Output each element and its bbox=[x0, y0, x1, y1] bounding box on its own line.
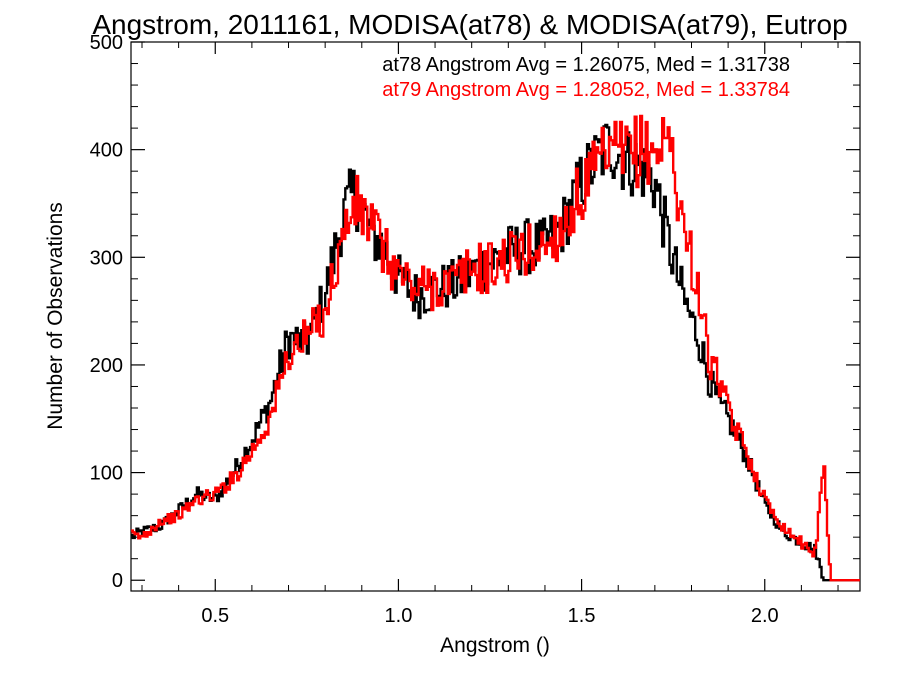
y-axis-label: Number of Observations bbox=[44, 202, 67, 430]
x-tick-label: 1.0 bbox=[385, 605, 413, 627]
legend-at79-stats: at79 Angstrom Avg = 1.28052, Med = 1.337… bbox=[382, 79, 790, 101]
y-tick-label: 100 bbox=[90, 463, 123, 485]
series-layer bbox=[131, 114, 860, 582]
y-axis: 0 100 200 300 400 500 bbox=[90, 32, 860, 592]
y-tick-label: 500 bbox=[90, 32, 123, 54]
legend-at78-stats: at78 Angstrom Avg = 1.26075, Med = 1.317… bbox=[382, 54, 790, 76]
x-tick-label: 2.0 bbox=[751, 605, 779, 627]
x-axis: 0.5 1.0 1.5 2.0 bbox=[141, 42, 839, 627]
plot-frame bbox=[130, 41, 861, 592]
y-tick-label: 0 bbox=[112, 570, 123, 592]
x-tick-label: 1.5 bbox=[568, 605, 596, 627]
y-tick-label: 400 bbox=[90, 140, 123, 162]
y-tick-label: 200 bbox=[90, 355, 123, 377]
series-line-at79 bbox=[131, 114, 860, 582]
chart-title: Angstrom, 2011161, MODISA(at78) & MODISA… bbox=[92, 9, 847, 40]
x-tick-label: 0.5 bbox=[201, 605, 229, 627]
series-line-at78 bbox=[131, 123, 860, 582]
x-axis-label: Angstrom () bbox=[440, 634, 550, 657]
y-tick-label: 300 bbox=[90, 247, 123, 269]
